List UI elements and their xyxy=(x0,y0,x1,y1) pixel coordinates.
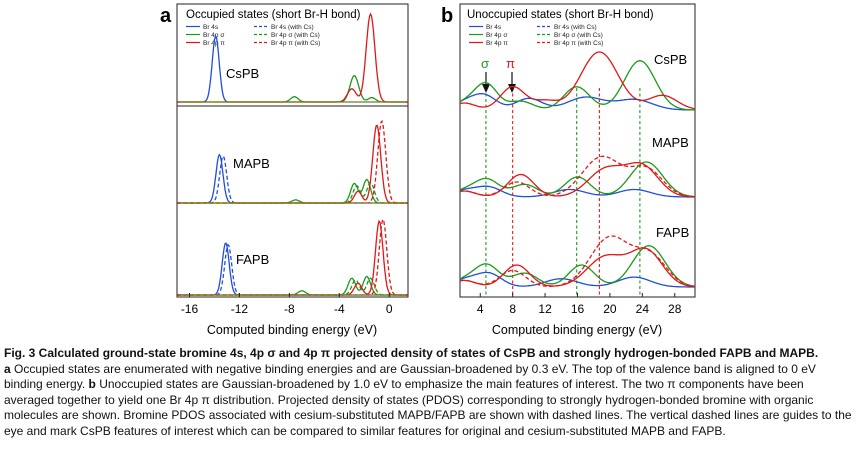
subpanel-a-label-fapb: FAPB xyxy=(236,252,269,267)
panel-a-curves xyxy=(177,12,408,296)
panel-a-xlabel: Computed binding energy (eV) xyxy=(207,323,377,337)
panel-a: a Occupied states (short Br-H bond) Br 4… xyxy=(160,3,409,337)
x-tick-label: 24 xyxy=(636,302,650,316)
x-tick-label: 8 xyxy=(509,302,516,316)
legend-label: Br 4p π xyxy=(486,40,508,47)
pdos-curve-mapb xyxy=(459,161,695,198)
legend-label: Br 4s xyxy=(203,24,219,31)
legend-label: Br 4p σ xyxy=(203,32,224,39)
x-tick-label: 4 xyxy=(477,302,484,316)
x-tick-label: 0 xyxy=(386,302,393,316)
x-tick-label: -4 xyxy=(334,302,345,316)
pdos-curve-fapb xyxy=(459,271,695,288)
pdos-curve-fapb xyxy=(459,235,696,287)
caption-part-b-text: Unoccupied states are Gaussian-broadened… xyxy=(4,377,852,438)
annotation-sigma: σ xyxy=(481,56,489,71)
pdos-curve-mapb xyxy=(177,153,408,204)
pi-arrowhead xyxy=(508,84,516,93)
figure-3: a Occupied states (short Br-H bond) Br 4… xyxy=(160,3,696,337)
legend-label: Br 4s xyxy=(486,24,502,31)
legend-label: Br 4p σ (with Cs) xyxy=(554,32,603,39)
figure-caption: Fig. 3 Calculated ground-state bromine 4… xyxy=(4,346,856,440)
annotation-pi: π xyxy=(506,56,515,71)
x-tick-label: -8 xyxy=(284,302,295,316)
legend-label: Br 4p σ xyxy=(486,32,507,39)
panel-a-frame xyxy=(176,3,409,298)
pdos-curve-mapb xyxy=(177,119,408,204)
subpanel-a-label-cspb: CsPB xyxy=(226,66,259,81)
x-tick-label: 16 xyxy=(571,302,585,316)
panel-a-letter: a xyxy=(160,5,172,27)
caption-part-a-text: Occupied states are enumerated with nega… xyxy=(4,361,816,392)
caption-title: Fig. 3 Calculated ground-state bromine 4… xyxy=(4,346,819,360)
pdos-curve-mapb xyxy=(459,161,696,198)
panel-b: b Unoccupied states (short Br-H bond) Br… xyxy=(441,3,696,337)
legend-label: Br 4s (with Cs) xyxy=(554,24,597,31)
panel-b-xlabel: Computed binding energy (eV) xyxy=(492,323,662,337)
subpanel-a-label-mapb: MAPB xyxy=(233,156,270,171)
pdos-curve-cspb xyxy=(459,60,695,111)
x-tick-label: 20 xyxy=(603,302,617,316)
pdos-curve-fapb xyxy=(459,245,696,287)
legend-label: Br 4s (with Cs) xyxy=(271,24,314,31)
sigma-arrowhead xyxy=(482,84,490,93)
panel-b-title: Unoccupied states (short Br-H bond) xyxy=(467,9,654,21)
x-tick-label: 28 xyxy=(668,302,682,316)
pdos-curve-cspb xyxy=(177,74,408,103)
subpanel-b-label-fapb: FAPB xyxy=(656,225,689,240)
panel-b-curves xyxy=(459,51,696,288)
caption-part-a-letter: a xyxy=(4,361,11,376)
subpanel-b-label-cspb: CsPB xyxy=(654,52,687,67)
x-tick-label: 12 xyxy=(538,302,552,316)
panel-b-letter: b xyxy=(441,5,453,27)
subpanel-b-label-mapb: MAPB xyxy=(652,135,689,150)
pdos-curve-cspb xyxy=(459,51,696,110)
legend-label: Br 4p π (with Cs) xyxy=(554,40,603,47)
caption-part-b-letter: b xyxy=(88,377,96,392)
legend-label: Br 4p σ (with Cs) xyxy=(271,32,320,39)
legend-label: Br 4p π (with Cs) xyxy=(271,40,320,47)
panel-a-x-axis: -16 -12 -8 -4 0 xyxy=(181,293,393,316)
panel-b-guide-lines xyxy=(485,88,641,297)
pdos-curve-cspb xyxy=(459,93,695,111)
x-tick-label: -12 xyxy=(231,302,249,316)
pdos-curve-mapb xyxy=(459,185,695,198)
x-tick-label: -16 xyxy=(181,302,199,316)
panel-a-title: Occupied states (short Br-H bond) xyxy=(186,9,361,21)
panel-b-x-axis: 4 8 12 16 20 24 28 xyxy=(477,293,682,316)
pdos-curve-mapb xyxy=(459,155,696,198)
